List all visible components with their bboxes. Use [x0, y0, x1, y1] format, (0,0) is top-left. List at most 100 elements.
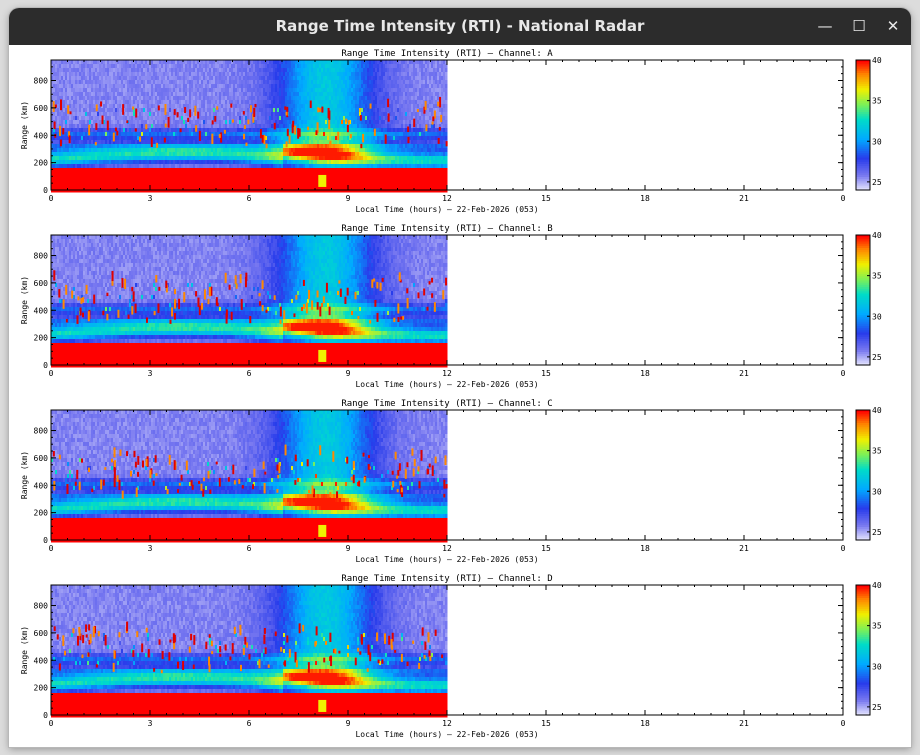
heatmap-cell: [81, 124, 84, 129]
heatmap-cell: [111, 172, 114, 177]
heatmap-cell: [79, 168, 82, 173]
heatmap-cell: [141, 120, 144, 125]
heatmap-cell: [67, 88, 70, 93]
heatmap-cell: [99, 136, 102, 141]
heatmap-cell: [67, 160, 70, 165]
heatmap-cell: [171, 160, 174, 165]
heatmap-cell: [109, 80, 112, 85]
heatmap-cell: [61, 92, 64, 97]
heatmap-cell: [125, 116, 128, 121]
heatmap-cell: [117, 72, 120, 77]
heatmap-cell: [53, 180, 56, 185]
heatmap-cell: [139, 160, 142, 165]
heatmap-cell: [143, 168, 146, 173]
heatmap-cell: [163, 88, 166, 93]
heatmap-cell: [53, 88, 56, 93]
heatmap-cell: [109, 124, 112, 129]
heatmap-cell: [69, 124, 72, 129]
heatmap-cell: [127, 152, 130, 157]
heatmap-cell: [159, 112, 162, 117]
close-icon[interactable]: ✕: [883, 16, 903, 36]
heatmap-cell: [85, 76, 88, 81]
heatmap-cell: [55, 152, 58, 157]
heatmap-cell: [157, 176, 160, 181]
heatmap-cell: [81, 164, 84, 169]
heatmap-cell: [69, 184, 72, 189]
heatmap-cell: [141, 116, 144, 121]
heatmap-cell: [113, 60, 116, 65]
heatmap-cell: [119, 136, 122, 141]
heatmap-cell: [71, 72, 74, 77]
heatmap-cell: [103, 144, 106, 149]
heatmap-cell: [157, 124, 160, 129]
heatmap-cell: [115, 164, 118, 169]
heatmap-cell: [153, 64, 156, 69]
heatmap-cell: [173, 64, 176, 69]
title-bar[interactable]: Range Time Intensity (RTI) - National Ra…: [9, 8, 911, 45]
heatmap-cell: [69, 148, 72, 153]
heatmap-cell: [137, 120, 140, 125]
heatmap-cell: [79, 172, 82, 177]
heatmap-cell: [159, 156, 162, 161]
heatmap-cell: [87, 144, 90, 149]
heatmap-cell: [145, 76, 148, 81]
heatmap-cell: [81, 96, 84, 101]
heatmap-cell: [75, 176, 78, 181]
heatmap-cell: [139, 108, 142, 113]
heatmap-cell: [79, 76, 82, 81]
heatmap-cell: [151, 68, 154, 73]
heatmap-cell: [51, 108, 54, 113]
heatmap-cell: [171, 148, 174, 153]
heatmap-cell: [57, 164, 60, 169]
heatmap-cell: [69, 108, 72, 113]
heatmap-cell: [119, 88, 122, 93]
heatmap-cell: [113, 100, 116, 105]
heatmap-cell: [99, 176, 102, 181]
heatmap-cell: [173, 128, 176, 133]
heatmap-cell: [173, 80, 176, 85]
heatmap-cell: [61, 168, 64, 173]
heatmap-cell: [173, 124, 176, 129]
heatmap-cell: [147, 152, 150, 157]
heatmap-cell: [145, 172, 148, 177]
heatmap-cell: [101, 60, 104, 65]
heatmap-cell: [117, 168, 120, 173]
heatmap-cell: [109, 176, 112, 181]
heatmap-cell: [63, 184, 66, 189]
heatmap-cell: [103, 176, 106, 181]
heatmap-cell: [113, 64, 116, 69]
heatmap-cell: [119, 164, 122, 169]
heatmap-cell: [155, 140, 158, 145]
heatmap-cell: [127, 68, 130, 73]
heatmap-cell: [151, 100, 154, 105]
minimize-icon[interactable]: —: [815, 16, 835, 36]
heatmap-cell: [97, 108, 100, 113]
heatmap-cell: [69, 120, 72, 125]
maximize-icon[interactable]: ☐: [849, 16, 869, 36]
heatmap-cell: [95, 136, 98, 141]
heatmap-cell: [53, 168, 56, 173]
heatmap-cell: [147, 156, 150, 161]
heatmap-cell: [103, 64, 106, 69]
heatmap-cell: [93, 72, 96, 77]
heatmap-cell: [81, 116, 84, 121]
heatmap-cell: [149, 152, 152, 157]
heatmap-cell: [123, 108, 126, 113]
heatmap-cell: [71, 80, 74, 85]
heatmap-cell: [159, 128, 162, 133]
heatmap-cell: [171, 76, 174, 81]
heatmap-cell: [161, 76, 164, 81]
heatmap-cell: [151, 128, 154, 133]
heatmap-cell: [157, 68, 160, 73]
heatmap-cell: [119, 168, 122, 173]
heatmap-cell: [139, 164, 142, 169]
heatmap-cell: [99, 172, 102, 177]
heatmap-cell: [93, 140, 96, 145]
heatmap-cell: [107, 96, 110, 101]
heatmap-cell: [151, 76, 154, 81]
heatmap-cell: [147, 72, 150, 77]
heatmap-cell: [165, 152, 168, 157]
heatmap-cell: [139, 84, 142, 89]
heatmap-cell: [149, 96, 152, 101]
heatmap-cell: [65, 96, 68, 101]
